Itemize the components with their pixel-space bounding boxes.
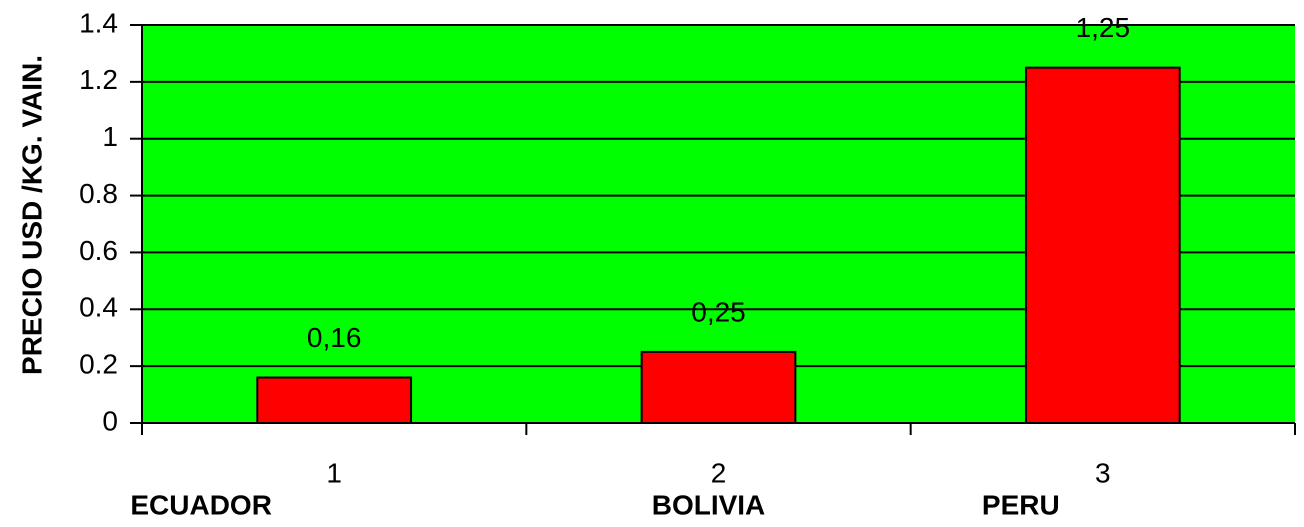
category-name: BOLIVIA <box>652 489 766 520</box>
bar <box>1024 66 1181 425</box>
y-tick-label: 0 <box>102 405 118 436</box>
value-label: 0,25 <box>691 296 746 327</box>
y-tick-label: 1.4 <box>79 7 118 38</box>
y-tick-label: 0.8 <box>79 178 118 209</box>
x-tick-label: 1 <box>326 457 342 488</box>
y-tick-label: 0.6 <box>79 235 118 266</box>
y-tick-label: 1 <box>102 121 118 152</box>
bar <box>256 376 413 424</box>
y-axis-label: PRECIO USD /KG. VAIN. <box>16 55 47 375</box>
bar <box>640 350 797 424</box>
y-tick-label: 1.2 <box>79 64 118 95</box>
category-name: ECUADOR <box>130 489 272 520</box>
value-label: 0,16 <box>307 322 362 353</box>
x-tick-label: 3 <box>1095 457 1111 488</box>
y-tick-label: 0.4 <box>79 292 118 323</box>
category-name: PERU <box>982 489 1060 520</box>
y-tick-label: 0.2 <box>79 349 118 380</box>
value-label: 1,25 <box>1076 12 1131 43</box>
x-tick-label: 2 <box>711 457 727 488</box>
